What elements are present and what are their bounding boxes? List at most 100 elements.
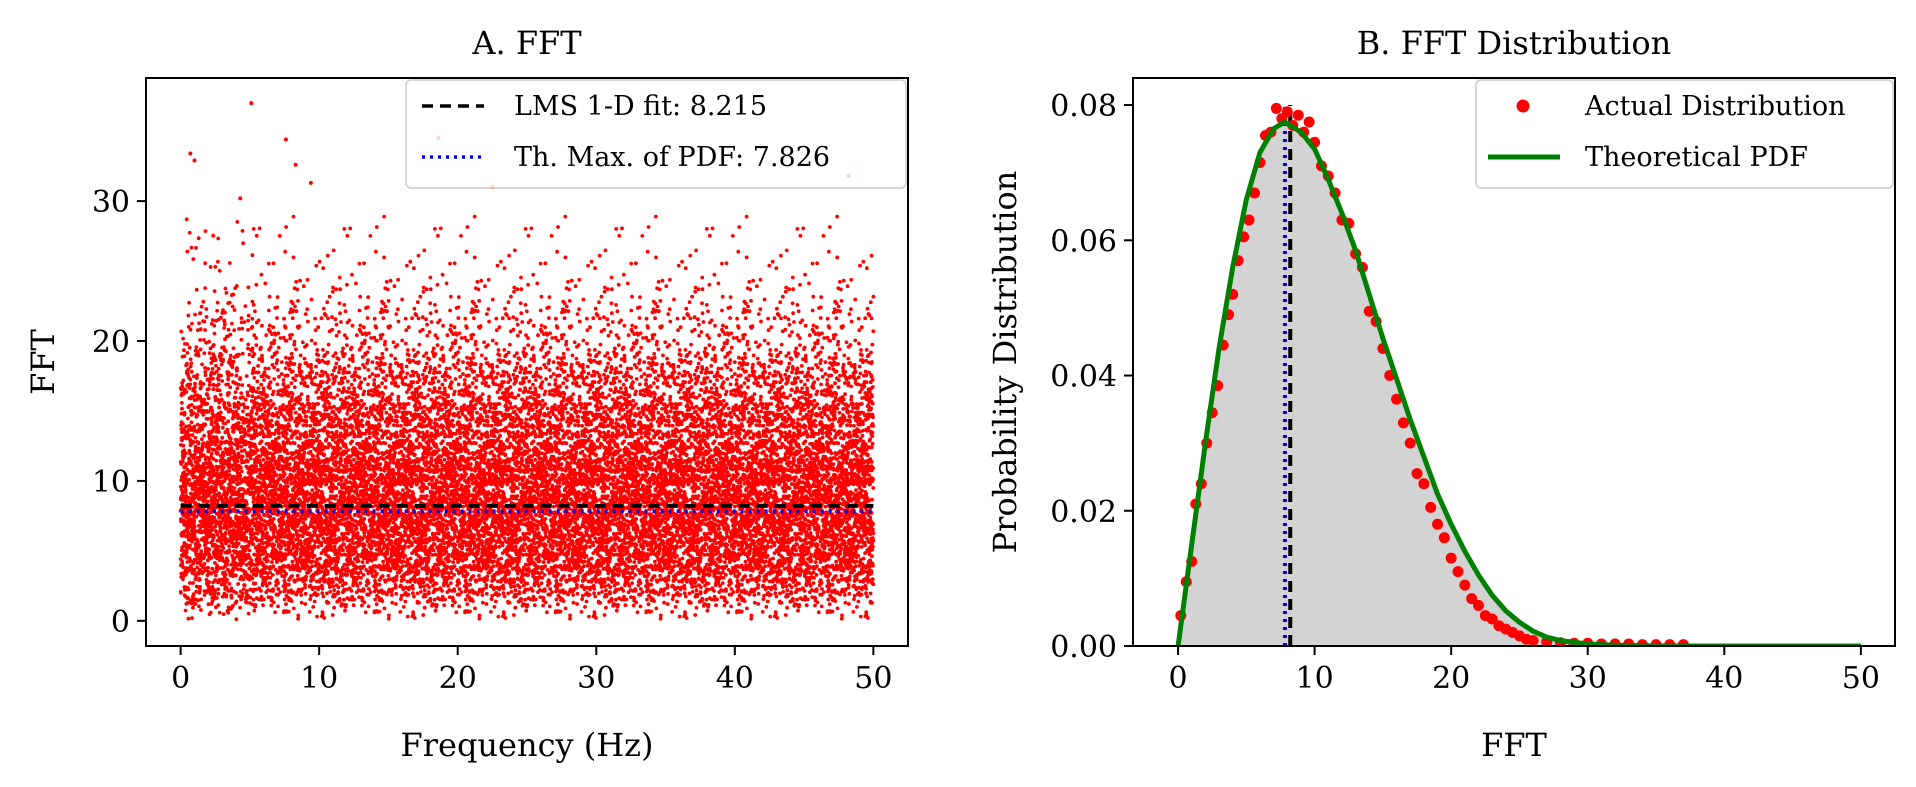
scatter-point: [295, 287, 300, 292]
scatter-point: [291, 606, 296, 611]
scatter-point: [241, 241, 246, 246]
scatter-point: [334, 333, 339, 338]
scatter-point: [337, 301, 342, 306]
scatter-point: [322, 452, 327, 457]
scatter-point: [250, 410, 254, 414]
scatter-point: [290, 574, 294, 578]
scatter-point: [201, 441, 206, 446]
scatter-point: [202, 338, 206, 342]
scatter-point: [233, 390, 238, 394]
scatter-point: [332, 533, 337, 537]
scatter-point: [278, 570, 283, 575]
scatter-point: [339, 478, 344, 483]
scatter-point: [316, 353, 321, 357]
scatter-point: [234, 591, 239, 595]
scatter-point: [202, 593, 207, 597]
scatter-point: [325, 253, 330, 258]
scatter-point: [250, 324, 255, 329]
scatter-point: [238, 473, 243, 478]
scatter-point: [181, 565, 186, 570]
scatter-point: [221, 612, 226, 616]
scatter-point: [251, 597, 256, 602]
scatter-point: [243, 397, 248, 402]
scatter-point: [203, 286, 208, 290]
scatter-point: [271, 466, 276, 470]
scatter-point: [230, 441, 235, 446]
scatter-point: [190, 433, 195, 437]
scatter-point: [185, 249, 190, 254]
scatter-point: [218, 410, 223, 415]
scatter-point: [253, 405, 257, 409]
scatter-point: [246, 611, 251, 616]
scatter-point: [264, 333, 269, 338]
scatter-point: [250, 527, 255, 531]
scatter-point: [350, 439, 355, 444]
scatter-point: [320, 612, 325, 617]
scatter-point: [287, 462, 292, 466]
scatter-point: [254, 411, 259, 416]
scatter-point: [242, 583, 247, 588]
scatter-point: [343, 417, 347, 422]
scatter-point: [346, 448, 350, 452]
scatter-point: [259, 345, 263, 350]
scatter-point: [182, 448, 187, 453]
scatter-point: [341, 548, 345, 553]
scatter-point: [215, 596, 219, 600]
scatter-point: [193, 577, 198, 582]
scatter-point: [319, 316, 324, 321]
scatter-point: [216, 591, 221, 596]
scatter-point: [290, 395, 294, 400]
scatter-point: [277, 435, 281, 440]
scatter-point: [305, 384, 310, 389]
scatter-point: [196, 598, 201, 603]
scatter-point: [222, 416, 227, 421]
scatter-point: [305, 307, 310, 312]
scatter-point: [325, 591, 329, 596]
scatter-point: [192, 427, 197, 432]
scatter-point: [337, 330, 341, 334]
scatter-point: [274, 473, 279, 478]
scatter-point: [250, 299, 255, 304]
scatter-point: [199, 477, 204, 481]
scatter-point: [304, 343, 309, 347]
scatter-point: [297, 324, 302, 328]
scatter-point: [181, 577, 185, 582]
scatter-point: [291, 369, 295, 374]
scatter-point: [328, 391, 333, 396]
scatter-point: [251, 542, 256, 547]
scatter-point: [204, 315, 209, 319]
scatter-point: [205, 573, 210, 578]
scatter-point: [240, 326, 245, 331]
scatter-point: [239, 391, 244, 396]
scatter-point: [327, 585, 332, 589]
scatter-point: [334, 287, 338, 292]
scatter-point: [294, 373, 299, 378]
scatter-point: [341, 346, 345, 351]
scatter-point: [189, 245, 194, 250]
scatter-point: [312, 544, 317, 548]
scatter-point: [180, 562, 185, 566]
scatter-point: [271, 261, 276, 266]
scatter-point: [337, 596, 342, 601]
scatter-point: [320, 369, 324, 374]
scatter-point: [197, 543, 202, 548]
scatter-point: [290, 355, 295, 360]
scatter-point: [310, 564, 314, 569]
scatter-point: [202, 562, 207, 566]
scatter-point: [237, 352, 242, 357]
scatter-point: [271, 564, 276, 569]
scatter-point: [201, 474, 206, 479]
scatter-point: [186, 416, 190, 421]
scatter-point: [333, 548, 338, 553]
scatter-point: [188, 558, 193, 563]
scatter-point: [199, 385, 203, 390]
scatter-point: [350, 323, 355, 328]
scatter-point: [189, 361, 194, 366]
scatter-point: [283, 543, 287, 548]
scatter-point: [246, 342, 251, 347]
scatter-point: [240, 383, 245, 387]
scatter-point: [262, 378, 266, 382]
scatter-point: [187, 496, 192, 500]
scatter-point: [235, 386, 240, 391]
